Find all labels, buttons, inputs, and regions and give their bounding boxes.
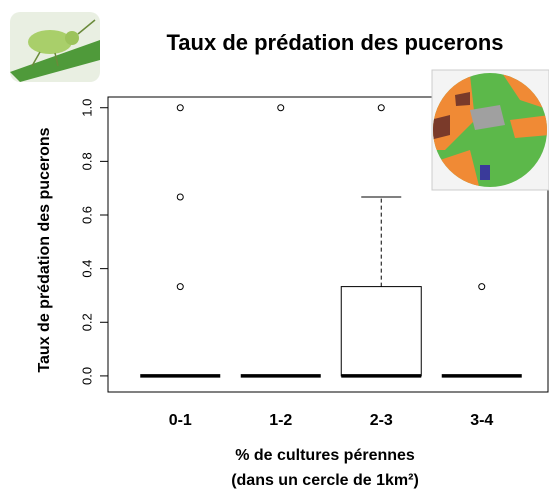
outlier — [177, 105, 183, 111]
x-axis-label: (dans un cercle de 1km²) — [231, 472, 419, 489]
x-tick-label: 2-3 — [370, 412, 393, 429]
x-tick-label: 3-4 — [470, 412, 493, 429]
y-tick-label: 1.0 — [79, 99, 94, 117]
y-tick-label: 0.2 — [79, 313, 94, 331]
outlier — [177, 284, 183, 290]
y-tick-label: 0.8 — [79, 152, 94, 170]
chart: Taux de prédation des pucerons Taux de p… — [0, 0, 549, 492]
box — [341, 287, 421, 376]
outlier — [278, 105, 284, 111]
y-tick-label: 0.6 — [79, 206, 94, 224]
x-tick-label: 0-1 — [169, 412, 192, 429]
chart-title: Taux de prédation des pucerons — [167, 30, 504, 55]
y-axis-label: Taux de prédation des pucerons — [36, 127, 53, 372]
landscape-map — [430, 70, 549, 190]
x-tick-label: 1-2 — [269, 412, 292, 429]
y-tick-label: 0.0 — [79, 367, 94, 385]
y-tick-label: 0.4 — [79, 260, 94, 278]
aphid-icon — [10, 12, 100, 82]
outlier — [177, 194, 183, 200]
outlier — [378, 105, 384, 111]
outlier — [479, 284, 485, 290]
x-axis-label: % de cultures pérennes — [235, 447, 415, 464]
